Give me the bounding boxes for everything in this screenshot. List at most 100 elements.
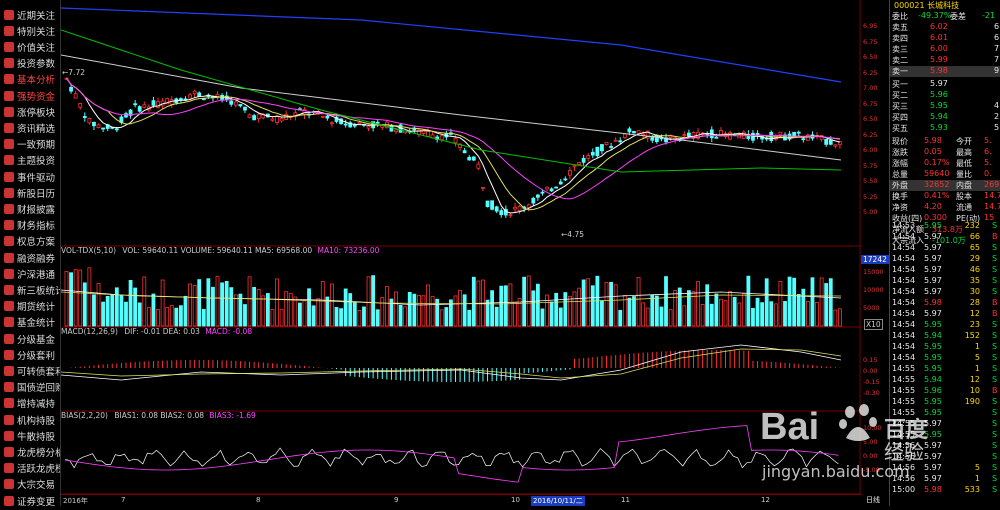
sidebar-item-17[interactable]: 新三板统计: [0, 281, 60, 298]
tick-row: 14:56 5.97 1 S: [890, 474, 1000, 485]
wc-label: 委差: [950, 12, 966, 21]
volume-bar: [206, 278, 211, 327]
macd-dea-line: [60, 348, 842, 379]
candle-body: [513, 206, 517, 210]
sidebar-item-icon: [4, 414, 14, 425]
tick-time: 14:55: [892, 419, 916, 428]
sidebar-item-24[interactable]: 增持减持: [0, 395, 60, 412]
sidebar-item-13[interactable]: 财务指标: [0, 217, 60, 234]
volume-bar: [279, 308, 284, 327]
period-tab[interactable]: 日线: [866, 495, 1000, 506]
volume-bar: [92, 294, 96, 327]
volume-bar: [801, 288, 806, 327]
bid-row: 买四 5.94 2: [890, 112, 1000, 123]
sidebar-item-6[interactable]: 涨停板块: [0, 103, 60, 120]
sidebar-item-2[interactable]: 价值关注: [0, 38, 60, 55]
sidebar-item-14[interactable]: 权息方案: [0, 233, 60, 250]
price-high-marker: ←7.72: [62, 68, 85, 77]
sidebar-item-8[interactable]: 一致预期: [0, 136, 60, 153]
tick-price: 5.97: [924, 419, 942, 428]
stat-label: 大宗流入: [892, 236, 924, 245]
tick-vol: 35: [969, 276, 980, 285]
sidebar-item-20[interactable]: 分级基金: [0, 330, 60, 347]
candle-body: [101, 127, 106, 130]
candle-body: [330, 122, 334, 125]
wc-value: -21: [982, 11, 996, 20]
bid-price: 5.97: [930, 79, 948, 88]
sidebar-item-label: 权息方案: [17, 237, 56, 249]
volume-bar: [499, 285, 504, 327]
y-axis-label: -5.00: [863, 466, 880, 474]
x10-label: X10: [864, 319, 883, 330]
bid-row: 买二 5.96: [890, 90, 1000, 101]
sidebar-item-28[interactable]: 活跃龙虎榜: [0, 460, 60, 477]
sidebar-item-19[interactable]: 基金统计: [0, 314, 60, 331]
sidebar-item-label: 机构持股: [17, 415, 56, 427]
sidebar-item-27[interactable]: 龙虎榜分析: [0, 443, 60, 460]
sidebar-item-label: 特别关注: [17, 26, 56, 38]
sidebar-item-18[interactable]: 期货统计: [0, 298, 60, 315]
sidebar-item-29[interactable]: 大宗交易: [0, 476, 60, 493]
bias-panel-title: BIAS(2,2,20) BIAS1: 0.08 BIAS2: 0.08 BIA…: [61, 411, 256, 420]
tick-row: 14:54 5.97 12 B: [890, 309, 1000, 320]
tick-side: S: [992, 331, 998, 340]
bid-label: 买三: [892, 102, 908, 111]
sidebar-item-7[interactable]: 资讯精选: [0, 119, 60, 136]
tick-side: B: [992, 232, 998, 241]
volume-bar: [581, 279, 586, 327]
volume-bar: [764, 278, 769, 327]
chart-svg[interactable]: [60, 0, 861, 506]
candle-body: [618, 140, 623, 143]
tick-row: 14:54 5.95 5 S: [890, 353, 1000, 364]
sidebar-item-22[interactable]: 可转债套利: [0, 362, 60, 379]
candle-body: [256, 113, 261, 120]
sidebar-item-25[interactable]: 机构持股: [0, 411, 60, 428]
sidebar-item-9[interactable]: 主题投资: [0, 152, 60, 169]
candle-body: [590, 151, 595, 156]
stat-value: 32652: [924, 180, 950, 189]
sidebar-item-0[interactable]: 近期关注: [0, 6, 60, 23]
sidebar-item-11[interactable]: 新股日历: [0, 184, 60, 201]
sidebar-item-23[interactable]: 国债逆回购: [0, 379, 60, 396]
candle-body: [462, 150, 467, 154]
candle-body: [137, 106, 142, 112]
volume-bar: [297, 302, 302, 327]
candle-body: [622, 133, 627, 139]
sidebar-item-16[interactable]: 沪深港通: [0, 265, 60, 282]
candle-body: [819, 135, 824, 141]
sidebar-item-10[interactable]: 事件驱动: [0, 168, 60, 185]
volume-bar: [128, 280, 133, 327]
stat-value: 0.05: [924, 147, 942, 156]
volume-bar: [375, 309, 380, 327]
tick-price: 5.97: [924, 232, 942, 241]
stat-value: 59640: [924, 169, 950, 178]
stat-label: 收益(四): [892, 214, 923, 223]
volume-bar: [778, 280, 783, 327]
volume-bar: [705, 284, 710, 327]
sidebar-item-15[interactable]: 融资融券: [0, 249, 60, 266]
stat-row: 净流入额 313.8万: [890, 224, 1000, 235]
sidebar-item-label: 可转债套利: [17, 366, 60, 378]
volume-bar: [627, 297, 632, 327]
volume-bar: [357, 310, 362, 327]
sidebar-item-21[interactable]: 分级套利: [0, 346, 60, 363]
kline-chart-area[interactable]: VOL-TDX(5,10) VOL: 59640.11 VOLUME: 5964…: [60, 0, 889, 506]
sidebar-item-26[interactable]: 牛散持股: [0, 427, 60, 444]
candle-body: [375, 121, 380, 124]
sidebar-item-30[interactable]: 证券变更: [0, 492, 60, 509]
tick-vol: 30: [969, 287, 980, 296]
candle-body: [114, 128, 119, 131]
volume-bar: [632, 296, 636, 327]
candle-body: [238, 104, 243, 107]
ask-vol: 6: [994, 33, 1000, 42]
sidebar-item-icon: [4, 349, 14, 360]
sidebar-item-12[interactable]: 财报披露: [0, 200, 60, 217]
sidebar-item-label: 财务指标: [17, 221, 56, 233]
sidebar-item-5[interactable]: 强势资金: [0, 87, 60, 104]
sidebar-item-1[interactable]: 特别关注: [0, 22, 60, 39]
ask-label: 卖四: [892, 34, 908, 43]
volume-panel-title: VOL-TDX(5,10) VOL: 59640.11 VOLUME: 5964…: [61, 246, 379, 255]
sidebar-item-4[interactable]: 基本分析: [0, 71, 60, 88]
sidebar-item-3[interactable]: 投资参数: [0, 55, 60, 72]
candle-body: [156, 101, 160, 108]
